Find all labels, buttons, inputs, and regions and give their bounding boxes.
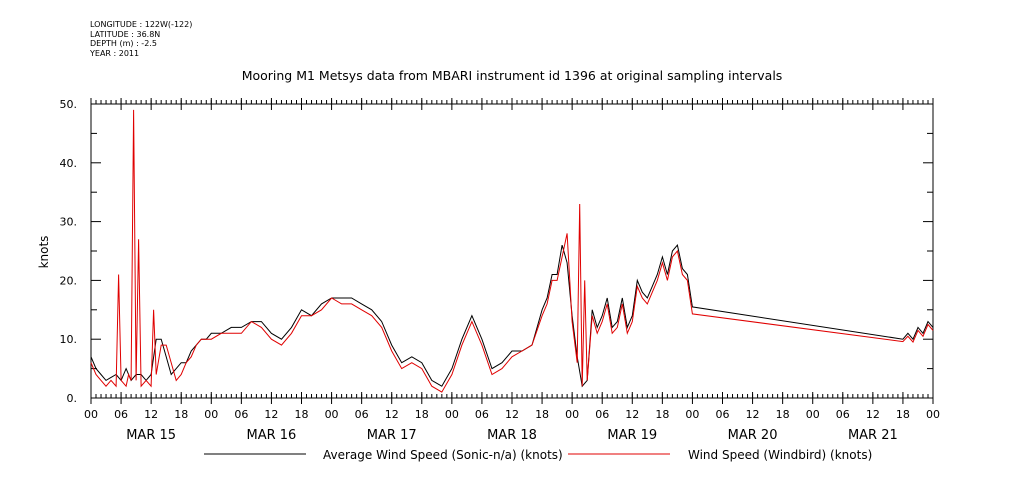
y-tick-label: 40. bbox=[60, 157, 78, 170]
y-tick-label: 20. bbox=[60, 274, 78, 287]
x-axis-ticks: 00 06 12 18 00 06 12 18 00 06 12 18 00 06 12 18 00 06 12 18… bbox=[84, 98, 940, 443]
series-line-average-wind-speed bbox=[90, 243, 934, 388]
legend: Average Wind Speed (Sonic-n/a) (knots) W… bbox=[204, 448, 872, 462]
y-axis-ticks: 0. 10. 20. 30. 40. 50. bbox=[60, 98, 933, 405]
x-day-label: MAR 18 bbox=[487, 428, 537, 443]
x-hour-label: 00 bbox=[565, 408, 579, 421]
x-day-label: MAR 19 bbox=[607, 428, 657, 443]
x-day-label: MAR 21 bbox=[848, 428, 898, 443]
x-hour-label: 00 bbox=[445, 408, 459, 421]
x-hour-label: 12 bbox=[866, 408, 880, 421]
y-tick-label: 30. bbox=[60, 216, 78, 229]
depth-text: DEPTH (m) : -2.5 bbox=[90, 39, 157, 48]
x-hour-label: 18 bbox=[776, 408, 790, 421]
x-hour-label: 18 bbox=[174, 408, 188, 421]
year-text: YEAR : 2011 bbox=[90, 48, 140, 58]
y-axis-label: knots bbox=[37, 236, 51, 269]
x-day-label: MAR 16 bbox=[247, 428, 297, 443]
y-tick-label: 50. bbox=[60, 98, 78, 111]
x-hour-label: 12 bbox=[144, 408, 158, 421]
location-metadata: LONGITUDE : 122W(-122) LATITUDE : 36.8N … bbox=[90, 20, 192, 58]
x-day-label: MAR 15 bbox=[126, 428, 176, 443]
x-hour-label: 06 bbox=[475, 408, 489, 421]
series-lines bbox=[90, 109, 934, 393]
x-hour-label: 18 bbox=[896, 408, 910, 421]
legend-label-windbird: Wind Speed (Windbird) (knots) bbox=[688, 448, 872, 462]
x-hour-label: 06 bbox=[114, 408, 128, 421]
x-hour-label: 06 bbox=[836, 408, 850, 421]
longitude-text: LONGITUDE : 122W(-122) bbox=[90, 20, 193, 29]
x-hour-label: 06 bbox=[355, 408, 369, 421]
x-hour-label: 00 bbox=[204, 408, 218, 421]
x-hour-label: 18 bbox=[655, 408, 669, 421]
x-hour-label: 06 bbox=[595, 408, 609, 421]
x-hour-label: 00 bbox=[84, 408, 98, 421]
x-hour-label: 12 bbox=[746, 408, 760, 421]
y-tick-label: 10. bbox=[60, 333, 78, 346]
x-hour-label: 00 bbox=[806, 408, 820, 421]
x-hour-label: 06 bbox=[716, 408, 730, 421]
x-hour-label: 06 bbox=[234, 408, 248, 421]
plot-frame bbox=[90, 103, 934, 399]
x-hour-label: 18 bbox=[535, 408, 549, 421]
y-tick-label: 0. bbox=[67, 392, 78, 405]
latitude-text: LATITUDE : 36.8N bbox=[90, 29, 161, 39]
x-hour-label: 12 bbox=[625, 408, 639, 421]
series-line-windbird-wind-speed bbox=[90, 109, 934, 393]
x-day-label: MAR 20 bbox=[728, 428, 778, 443]
x-hour-label: 00 bbox=[926, 408, 940, 421]
x-hour-label: 12 bbox=[385, 408, 399, 421]
chart-title: Mooring M1 Metsys data from MBARI instru… bbox=[242, 68, 783, 83]
x-day-label: MAR 17 bbox=[367, 428, 417, 443]
x-hour-label: 12 bbox=[264, 408, 278, 421]
x-hour-label: 00 bbox=[685, 408, 699, 421]
legend-label-average: Average Wind Speed (Sonic-n/a) (knots) bbox=[323, 448, 563, 462]
x-hour-label: 18 bbox=[295, 408, 309, 421]
x-hour-label: 12 bbox=[505, 408, 519, 421]
x-hour-label: 00 bbox=[325, 408, 339, 421]
x-hour-label: 18 bbox=[415, 408, 429, 421]
